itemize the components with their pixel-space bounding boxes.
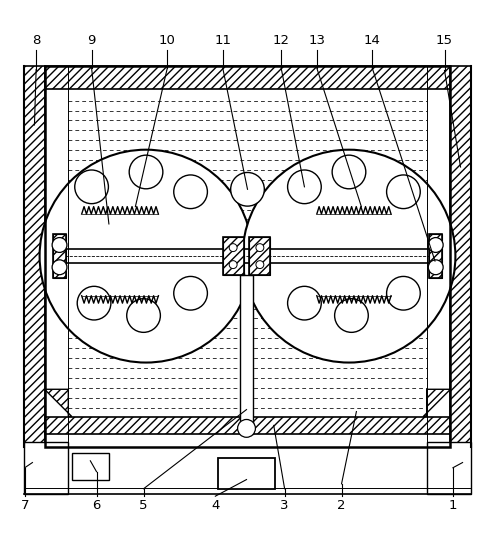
Circle shape — [52, 237, 67, 252]
Bar — [427, 442, 471, 494]
Text: 5: 5 — [139, 499, 148, 512]
Circle shape — [387, 175, 420, 208]
Circle shape — [52, 260, 67, 275]
Text: 12: 12 — [273, 34, 290, 47]
Text: 11: 11 — [214, 34, 231, 47]
Text: 9: 9 — [88, 34, 96, 47]
Circle shape — [229, 260, 237, 268]
Circle shape — [256, 260, 264, 268]
Bar — [45, 66, 450, 447]
Text: 3: 3 — [280, 499, 289, 512]
Bar — [240, 275, 253, 434]
Bar — [429, 234, 442, 278]
Bar — [223, 237, 244, 275]
Circle shape — [231, 172, 264, 206]
Bar — [427, 66, 450, 447]
Text: 10: 10 — [159, 34, 176, 47]
Circle shape — [127, 299, 160, 332]
Circle shape — [174, 277, 207, 310]
Text: 7: 7 — [20, 499, 29, 512]
Circle shape — [229, 244, 237, 252]
Bar — [249, 237, 270, 275]
Text: 2: 2 — [337, 499, 346, 512]
Bar — [72, 453, 109, 480]
Text: 4: 4 — [211, 499, 219, 512]
Circle shape — [75, 170, 108, 204]
Bar — [218, 458, 275, 489]
Circle shape — [238, 419, 255, 437]
Text: 6: 6 — [93, 499, 100, 512]
Bar — [24, 66, 45, 447]
Text: 14: 14 — [364, 34, 381, 47]
Bar — [53, 234, 66, 278]
Bar — [429, 234, 442, 278]
Circle shape — [428, 260, 443, 275]
Circle shape — [40, 150, 252, 362]
Bar — [45, 417, 450, 434]
Polygon shape — [45, 389, 72, 417]
Circle shape — [288, 170, 321, 204]
Text: 13: 13 — [308, 34, 325, 47]
Bar — [45, 66, 68, 447]
Circle shape — [288, 286, 321, 320]
Bar — [45, 66, 450, 89]
Circle shape — [129, 155, 163, 189]
Bar — [56, 249, 439, 263]
Polygon shape — [423, 389, 450, 417]
Circle shape — [174, 175, 207, 208]
Text: 8: 8 — [32, 34, 40, 47]
Circle shape — [256, 244, 264, 252]
Bar — [249, 237, 270, 275]
Circle shape — [335, 299, 368, 332]
Circle shape — [428, 237, 443, 252]
Bar — [450, 66, 471, 447]
Text: 15: 15 — [436, 34, 453, 47]
Circle shape — [387, 277, 420, 310]
Circle shape — [77, 286, 111, 320]
Bar — [223, 237, 244, 275]
Text: 1: 1 — [448, 499, 457, 512]
Circle shape — [332, 155, 366, 189]
Bar — [53, 234, 66, 278]
Circle shape — [243, 150, 455, 362]
Bar — [24, 442, 68, 494]
